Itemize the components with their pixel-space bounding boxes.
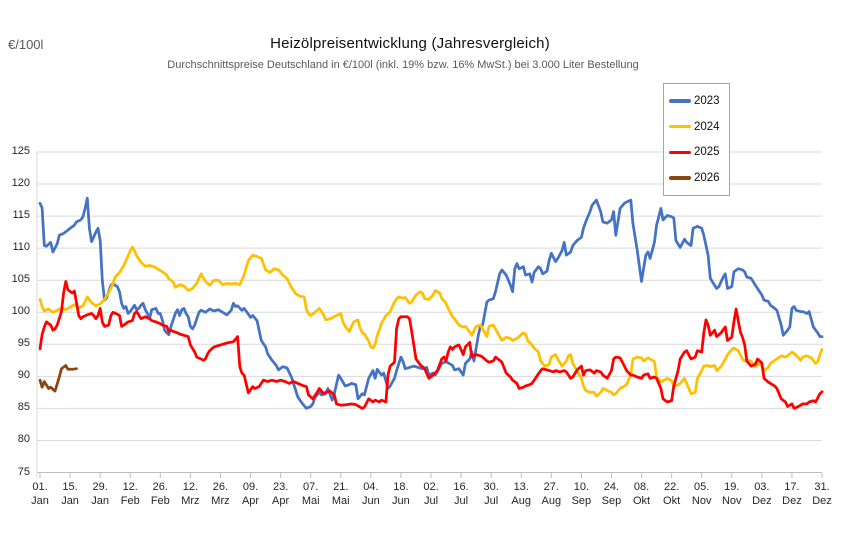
x-tick-label: 24. Sep	[601, 481, 622, 507]
y-tick-label: 75	[17, 465, 30, 478]
x-tick-label: 31. Dez	[812, 481, 832, 507]
x-tick-label: 08. Okt	[632, 481, 651, 507]
chart-title: Heizölpreisentwicklung (Jahresvergleich)	[270, 35, 550, 52]
chart-legend: 2023 2024 2025 2026	[663, 83, 730, 196]
x-tick-label: 22. Okt	[663, 481, 681, 507]
x-tick-label: 23. Apr	[272, 481, 290, 507]
x-tick-label: 02. Jul	[423, 481, 439, 507]
x-tick-label: 30. Jul	[483, 481, 499, 507]
x-tick-label: 13. Aug	[511, 481, 531, 507]
x-tick-label: 09. Apr	[241, 481, 260, 507]
x-tick-label: 01. Jan	[31, 481, 49, 507]
series-line-2023	[38, 196, 824, 410]
legend-item-2024: 2024	[664, 115, 729, 139]
x-tick-label: 16. Jul	[453, 481, 469, 507]
x-tick-label: 19. Nov	[721, 481, 742, 507]
x-tick-label: 15. Jan	[61, 481, 79, 507]
legend-label: 2026	[694, 172, 720, 185]
x-tick-label: 18. Jun	[392, 481, 410, 507]
y-tick-label: 100	[11, 305, 30, 318]
x-tick-label: 27. Aug	[541, 481, 562, 507]
x-tick-label: 10. Sep	[571, 481, 592, 507]
x-tick-label: 03. Dez	[752, 481, 772, 507]
legend-swatch-2023	[669, 99, 691, 103]
x-tick-label: 12. Feb	[120, 481, 140, 507]
x-tick-label: 17. Dez	[782, 481, 802, 507]
y-tick-label: 95	[17, 337, 30, 350]
y-axis-unit-label: €/100l	[8, 37, 44, 52]
y-tick-label: 85	[17, 401, 30, 414]
series-line-2026	[38, 364, 78, 393]
y-tick-label: 115	[12, 209, 30, 222]
y-tick-label: 120	[11, 177, 30, 190]
legend-item-2023: 2023	[664, 89, 729, 113]
chart-subtitle: Durchschnittspreise Deutschland in €/100…	[167, 59, 639, 71]
legend-swatch-2024	[669, 124, 691, 129]
y-tick-label: 110	[12, 241, 30, 254]
legend-swatch-2025	[669, 150, 691, 155]
x-tick-label: 12. Mrz	[181, 481, 200, 507]
series-line-2024	[38, 245, 824, 398]
series-line-2025	[38, 280, 824, 410]
x-tick-label: 26. Mrz	[211, 481, 230, 507]
x-tick-label: 05. Nov	[691, 481, 712, 507]
legend-swatch-2026	[669, 176, 691, 180]
legend-item-2025: 2025	[664, 140, 729, 164]
x-tick-label: 07. Mai	[301, 481, 320, 507]
y-tick-label: 90	[17, 369, 30, 382]
x-tick-label: 29. Jan	[91, 481, 110, 507]
legend-label: 2024	[694, 120, 720, 133]
legend-item-2026: 2026	[664, 166, 729, 190]
y-tick-label: 125	[11, 145, 30, 157]
y-tick-label: 105	[11, 273, 30, 286]
y-tick-label: 80	[17, 433, 30, 446]
x-tick-label: 04. Jun	[361, 481, 380, 507]
x-tick-label: 26. Feb	[150, 481, 170, 507]
legend-label: 2023	[694, 94, 720, 107]
x-tick-label: 21. Mai	[331, 481, 350, 507]
legend-label: 2025	[694, 146, 720, 159]
